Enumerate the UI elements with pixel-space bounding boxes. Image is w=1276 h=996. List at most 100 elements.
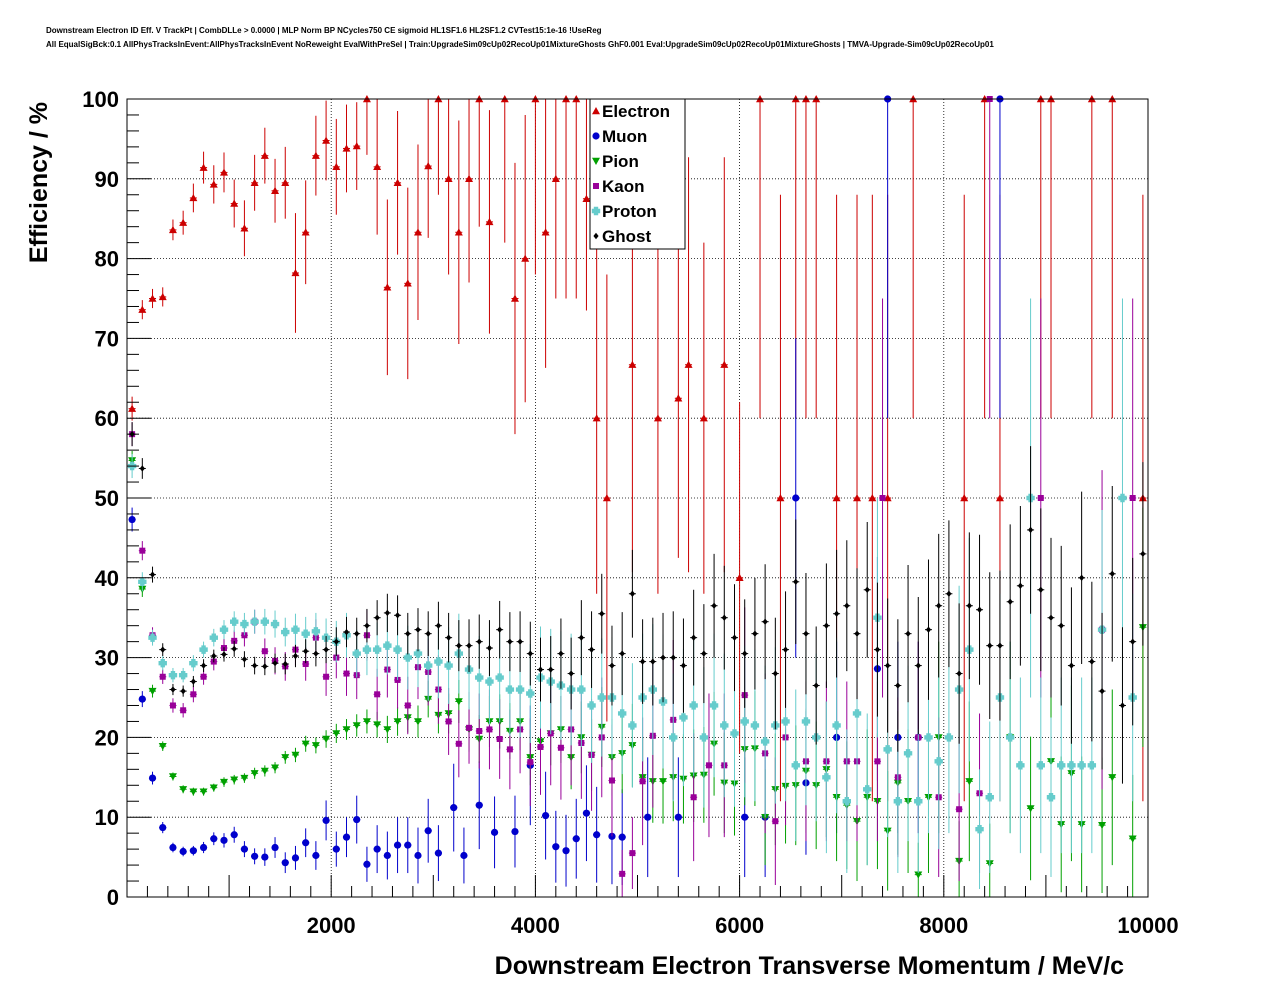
- data-point: [189, 658, 198, 668]
- data-point: [956, 806, 963, 813]
- data-point: [281, 178, 290, 186]
- data-point: [1036, 761, 1045, 770]
- data-point: [864, 586, 870, 593]
- data-point: [1119, 702, 1126, 709]
- data-point: [1016, 761, 1025, 770]
- data-point: [791, 761, 800, 770]
- data-point: [853, 494, 862, 502]
- data-point: [424, 162, 433, 170]
- data-point: [322, 735, 331, 743]
- data-point: [577, 685, 586, 694]
- data-point: [914, 871, 923, 879]
- data-point: [260, 617, 270, 626]
- data-point: [262, 663, 268, 670]
- data-point: [252, 662, 258, 669]
- data-point: [903, 749, 913, 758]
- data-point: [159, 673, 166, 680]
- legend-label-pion: Pion: [602, 152, 639, 171]
- data-point: [966, 602, 972, 609]
- data-point: [521, 254, 530, 262]
- y-tick-label: 10: [95, 805, 119, 830]
- data-point: [593, 831, 601, 839]
- data-point: [497, 626, 503, 633]
- data-point: [1048, 614, 1054, 621]
- y-tick-label: 100: [82, 87, 119, 112]
- data-point: [260, 151, 269, 159]
- data-point: [240, 845, 249, 853]
- data-point: [914, 797, 923, 806]
- data-point: [1067, 761, 1076, 770]
- data-point: [793, 578, 799, 585]
- data-point: [639, 778, 646, 785]
- data-point: [301, 228, 310, 236]
- data-point: [792, 494, 800, 502]
- data-point: [383, 726, 392, 734]
- data-point: [689, 701, 698, 710]
- data-point: [832, 494, 841, 502]
- data-point: [362, 645, 372, 654]
- data-point: [650, 658, 656, 665]
- data-point: [1109, 570, 1115, 578]
- data-point: [179, 786, 188, 794]
- data-point: [619, 650, 625, 657]
- data-point: [674, 394, 683, 402]
- y-tick-label: 20: [95, 725, 119, 750]
- data-point: [240, 224, 249, 232]
- data-point: [160, 646, 166, 653]
- data-point: [435, 622, 442, 629]
- data-point: [619, 870, 626, 877]
- data-point: [241, 655, 248, 663]
- y-tick-label: 50: [95, 486, 119, 511]
- data-point: [730, 729, 739, 738]
- data-point: [260, 767, 269, 775]
- data-point: [270, 619, 280, 629]
- data-point: [629, 850, 636, 857]
- data-point: [852, 709, 862, 718]
- data-point: [139, 547, 146, 554]
- data-point: [189, 847, 197, 855]
- data-point: [1089, 658, 1095, 665]
- data-point: [475, 801, 483, 809]
- data-point: [240, 619, 249, 629]
- data-point: [720, 360, 729, 368]
- data-point: [679, 713, 688, 722]
- data-point: [934, 757, 943, 766]
- data-point: [485, 217, 494, 226]
- data-point: [731, 634, 738, 641]
- data-point: [653, 414, 662, 422]
- data-point: [190, 678, 196, 685]
- data-point: [158, 742, 167, 751]
- data-point: [374, 614, 380, 621]
- data-point: [393, 718, 402, 726]
- data-point: [582, 809, 591, 817]
- data-point: [444, 661, 453, 670]
- data-point: [465, 174, 474, 182]
- data-points: [127, 95, 1147, 897]
- data-point: [925, 626, 932, 633]
- data-point: [148, 294, 157, 302]
- data-point: [629, 590, 635, 597]
- data-point: [138, 305, 147, 313]
- data-point: [454, 698, 463, 706]
- data-point: [660, 654, 666, 661]
- data-point: [527, 759, 534, 766]
- data-point: [403, 653, 412, 662]
- legend-marker-electron: [592, 107, 600, 115]
- data-point: [602, 494, 611, 502]
- data-point: [997, 642, 1003, 649]
- data-point: [393, 645, 402, 654]
- data-point: [200, 673, 207, 680]
- data-point: [413, 228, 422, 236]
- data-point: [342, 833, 351, 841]
- data-point: [221, 651, 227, 658]
- data-point: [413, 718, 422, 726]
- data-point: [883, 745, 892, 754]
- data-point: [384, 609, 390, 617]
- data-point: [1058, 622, 1064, 629]
- data-point: [628, 721, 637, 730]
- data-point: [352, 722, 361, 730]
- data-point: [822, 773, 831, 782]
- data-point: [711, 602, 717, 609]
- legend-marker-pion: [592, 157, 600, 165]
- data-point: [511, 827, 519, 836]
